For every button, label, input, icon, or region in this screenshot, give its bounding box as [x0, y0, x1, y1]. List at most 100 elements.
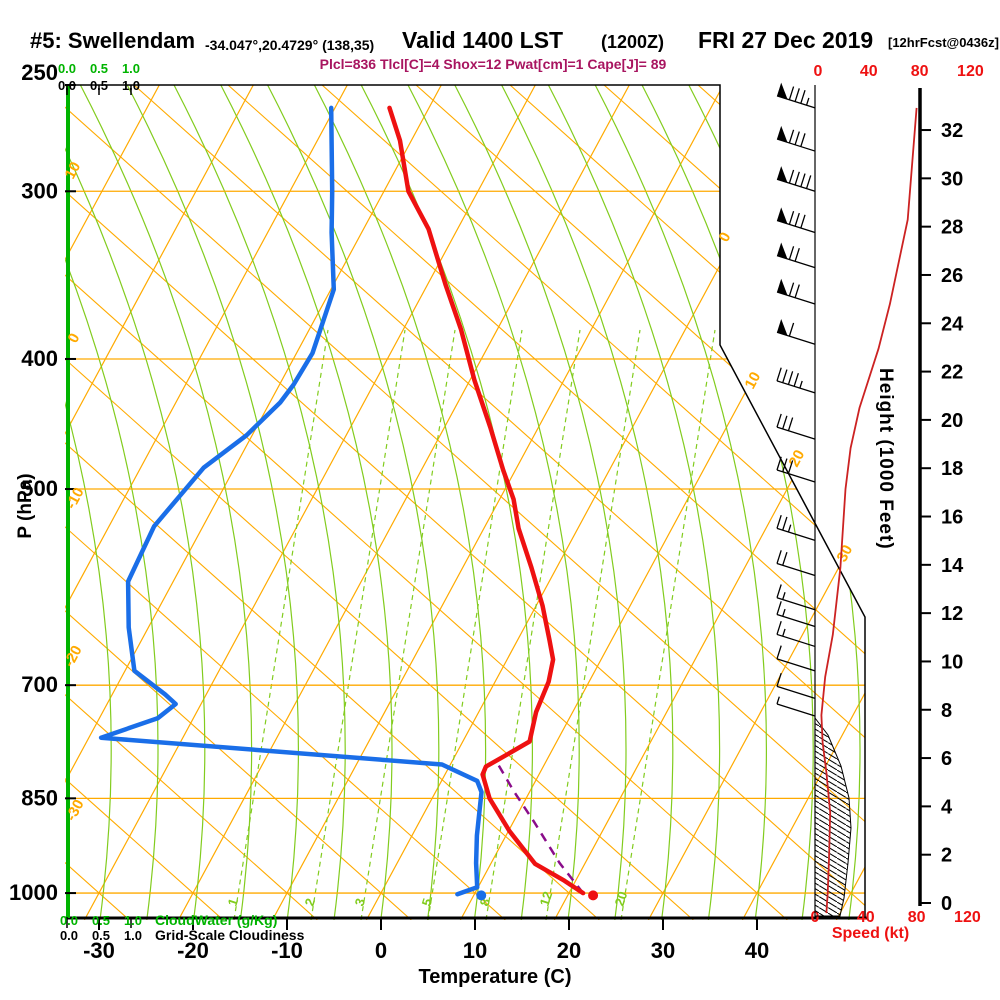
barb-feather	[800, 133, 806, 147]
isotherm-edge-label: 10	[62, 159, 85, 182]
speed-tick-label-bottom: 80	[908, 909, 926, 926]
height-tick-label: 10	[941, 651, 963, 673]
barb-feather	[782, 458, 788, 473]
wind-barb	[776, 242, 816, 269]
moist-adiabat-line	[641, 85, 814, 920]
speed-tick-label-top: 40	[860, 63, 878, 80]
pressure-tick-label: 250	[21, 60, 58, 85]
mixing-ratio-label: 8	[477, 896, 494, 908]
wind-barb	[776, 645, 816, 672]
wind-barb	[776, 82, 816, 109]
height-tick-label: 28	[941, 217, 963, 239]
barb-half-feather	[782, 592, 786, 600]
temperature-tick-label: 40	[745, 938, 769, 963]
speed-tick-label-bottom: 40	[857, 909, 875, 926]
temperature-tick-label: 20	[557, 938, 581, 963]
wind-barb-shaft	[776, 658, 816, 672]
dry-adiabat-line	[415, 85, 865, 920]
pressure-axis-title: P (hPa)	[15, 473, 36, 539]
dry-adiabat-line	[65, 85, 788, 920]
barb-half-feather	[776, 696, 780, 705]
isotherm-line	[271, 85, 724, 920]
barb-feather	[787, 460, 794, 474]
mixing-ratio-label: 12	[537, 890, 556, 908]
barb-feather	[776, 584, 782, 598]
barb-feather	[776, 645, 782, 660]
speed-tick-label-top: 120	[957, 63, 984, 80]
barb-feather	[794, 88, 800, 102]
dry-adiabat-line	[65, 85, 600, 920]
valid-time: Valid 1400 LST	[402, 27, 564, 53]
barb-feather	[776, 672, 782, 687]
height-tick-label: 24	[941, 313, 964, 335]
wind-barb	[776, 601, 816, 628]
height-tick-label: 6	[941, 748, 952, 770]
cloudiness-scale-label-bottom: 0.5	[92, 928, 110, 943]
mixing-ratio-line	[427, 329, 523, 920]
wind-barb	[776, 550, 816, 577]
temperature-tick-label: -20	[177, 938, 209, 963]
dewpoint-curve	[98, 105, 484, 897]
barb-feather	[776, 456, 782, 471]
dry-adiabat-line	[65, 85, 694, 920]
barb-feather	[800, 173, 806, 187]
height-tick-label: 2	[941, 845, 952, 867]
barb-feather	[794, 131, 800, 145]
cloudiness-scale-label-top: 1.0	[122, 78, 140, 93]
barb-feather	[788, 129, 795, 144]
cloudwater-scale-label-top: 0.5	[90, 61, 108, 76]
mixing-ratio-line	[545, 329, 641, 920]
wind-barb	[776, 514, 816, 541]
barb-pennant	[777, 278, 788, 296]
wind-barb-shaft	[776, 685, 816, 699]
isotherm-edge-label: 10	[742, 369, 765, 392]
isotherm-line	[365, 85, 818, 920]
temperature-axis-title: Temperature (C)	[418, 966, 572, 988]
barb-pennant	[777, 207, 788, 224]
barb-feather	[776, 621, 782, 635]
wind-barb	[776, 456, 816, 483]
barb-pennant	[777, 166, 788, 183]
barb-feather	[788, 322, 795, 337]
dry-adiabat-line	[509, 85, 865, 920]
wind-barb	[776, 278, 816, 305]
parcel-path	[496, 762, 585, 894]
cloudwater-scale-label-bottom: 0.0	[60, 913, 78, 928]
height-tick-label: 12	[941, 603, 963, 625]
barb-pennant	[777, 242, 788, 259]
height-tick-label: 32	[941, 120, 963, 142]
valid-time-z: (1200Z)	[601, 32, 665, 52]
barb-feather	[782, 369, 788, 383]
speed-axis-title: Speed (kt)	[831, 925, 910, 942]
height-tick-label: 26	[941, 265, 963, 287]
mixing-ratio-label: 2	[302, 896, 319, 908]
barb-feather	[787, 417, 794, 431]
barb-feather	[776, 550, 782, 564]
barb-feather	[788, 246, 795, 260]
speed-tick-label-bottom: 0	[811, 909, 820, 926]
isotherm-edge-label: -20	[61, 643, 86, 670]
mixing-ratio-line	[360, 329, 456, 920]
mixing-ratio-line	[310, 329, 406, 920]
dry-adiabat-line	[65, 85, 318, 920]
mixing-ratio-label: 1	[225, 896, 242, 908]
wind-barb	[776, 207, 816, 234]
isotherm-line	[647, 85, 865, 920]
barb-feather	[776, 367, 782, 382]
isotherm-line	[83, 85, 536, 920]
isotherm-line	[65, 85, 442, 920]
cloudiness-scale-label-bottom: 1.0	[124, 928, 142, 943]
cloudwater-scale-label-top: 0.0	[58, 61, 76, 76]
barb-feather	[805, 175, 812, 189]
wind-speed-curve	[820, 107, 918, 914]
wind-barb	[776, 672, 816, 699]
speed-tick-label-bottom: 120	[954, 909, 981, 926]
barb-feather	[788, 282, 795, 297]
cloudiness-scale-label-top: 0.5	[90, 78, 108, 93]
height-tick-label: 0	[941, 893, 952, 915]
barb-feather	[787, 371, 794, 385]
mixing-ratio-line	[233, 329, 329, 920]
barb-feather	[794, 212, 800, 227]
isotherm-line	[65, 85, 348, 920]
